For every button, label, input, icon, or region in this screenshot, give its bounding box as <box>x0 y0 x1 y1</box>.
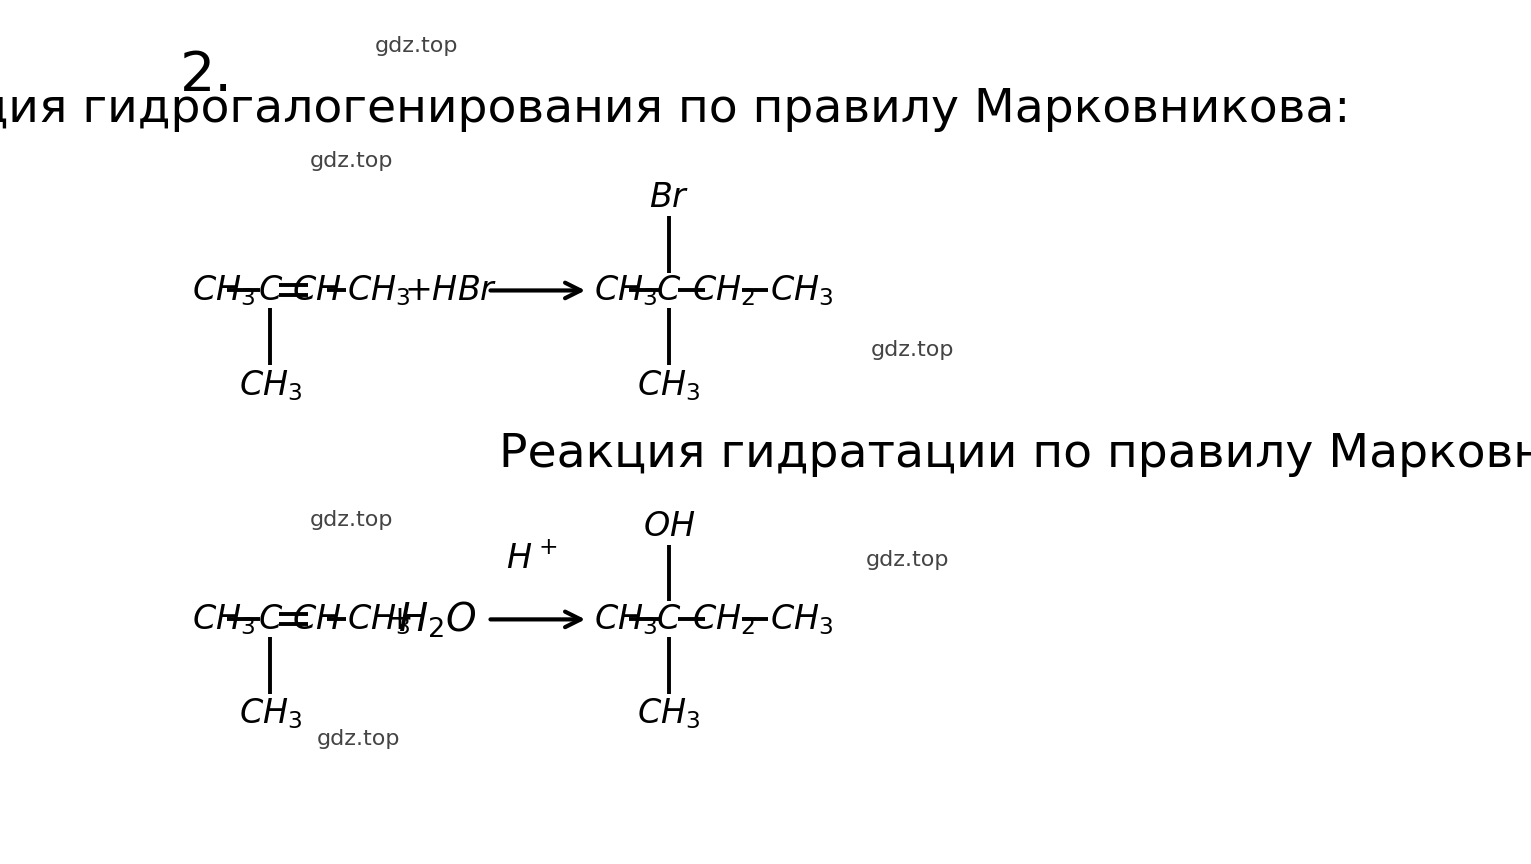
Text: $CH_3$: $CH_3$ <box>348 273 410 308</box>
Text: $CH$: $CH$ <box>292 274 341 307</box>
Text: $H_2O$: $H_2O$ <box>398 600 476 639</box>
Text: gdz.top: gdz.top <box>871 340 954 360</box>
Text: $C$: $C$ <box>257 274 283 307</box>
Text: $+ HBr$: $+ HBr$ <box>404 274 498 307</box>
Text: $OH$: $OH$ <box>643 511 695 543</box>
Text: 2.: 2. <box>179 49 233 103</box>
Text: $C$: $C$ <box>657 274 681 307</box>
Text: $CH_3$: $CH_3$ <box>239 696 302 732</box>
Text: $CH_3$: $CH_3$ <box>348 602 410 637</box>
Text: $CH_3$: $CH_3$ <box>594 602 657 637</box>
Text: gdz.top: gdz.top <box>317 729 400 749</box>
Text: gdz.top: gdz.top <box>375 36 459 56</box>
Text: $Br$: $Br$ <box>649 181 689 214</box>
Text: $CH_3$: $CH_3$ <box>637 696 701 732</box>
Text: $H^+$: $H^+$ <box>507 543 557 576</box>
Text: $+$: $+$ <box>384 603 412 636</box>
Text: $CH_3$: $CH_3$ <box>637 368 701 403</box>
Text: $CH_2$: $CH_2$ <box>692 273 755 308</box>
Text: $C$: $C$ <box>657 603 681 636</box>
Text: $CH$: $CH$ <box>292 603 341 636</box>
Text: gdz.top: gdz.top <box>865 550 949 569</box>
Text: Реакция гидрогалогенирования по правилу Марковникова:: Реакция гидрогалогенирования по правилу … <box>0 86 1350 131</box>
Text: $CH_3$: $CH_3$ <box>594 273 657 308</box>
Text: Реакция гидратации по правилу Марковникова:: Реакция гидратации по правилу Марковнико… <box>499 432 1531 478</box>
Text: $C$: $C$ <box>257 603 283 636</box>
Text: $CH_3$: $CH_3$ <box>770 273 833 308</box>
Text: $CH_2$: $CH_2$ <box>692 602 755 637</box>
Text: $CH_3$: $CH_3$ <box>239 368 302 403</box>
Text: $CH_3$: $CH_3$ <box>770 602 833 637</box>
Text: $CH_3$: $CH_3$ <box>193 602 256 637</box>
Text: $CH_3$: $CH_3$ <box>193 273 256 308</box>
Text: gdz.top: gdz.top <box>311 510 393 530</box>
Text: gdz.top: gdz.top <box>311 151 393 171</box>
